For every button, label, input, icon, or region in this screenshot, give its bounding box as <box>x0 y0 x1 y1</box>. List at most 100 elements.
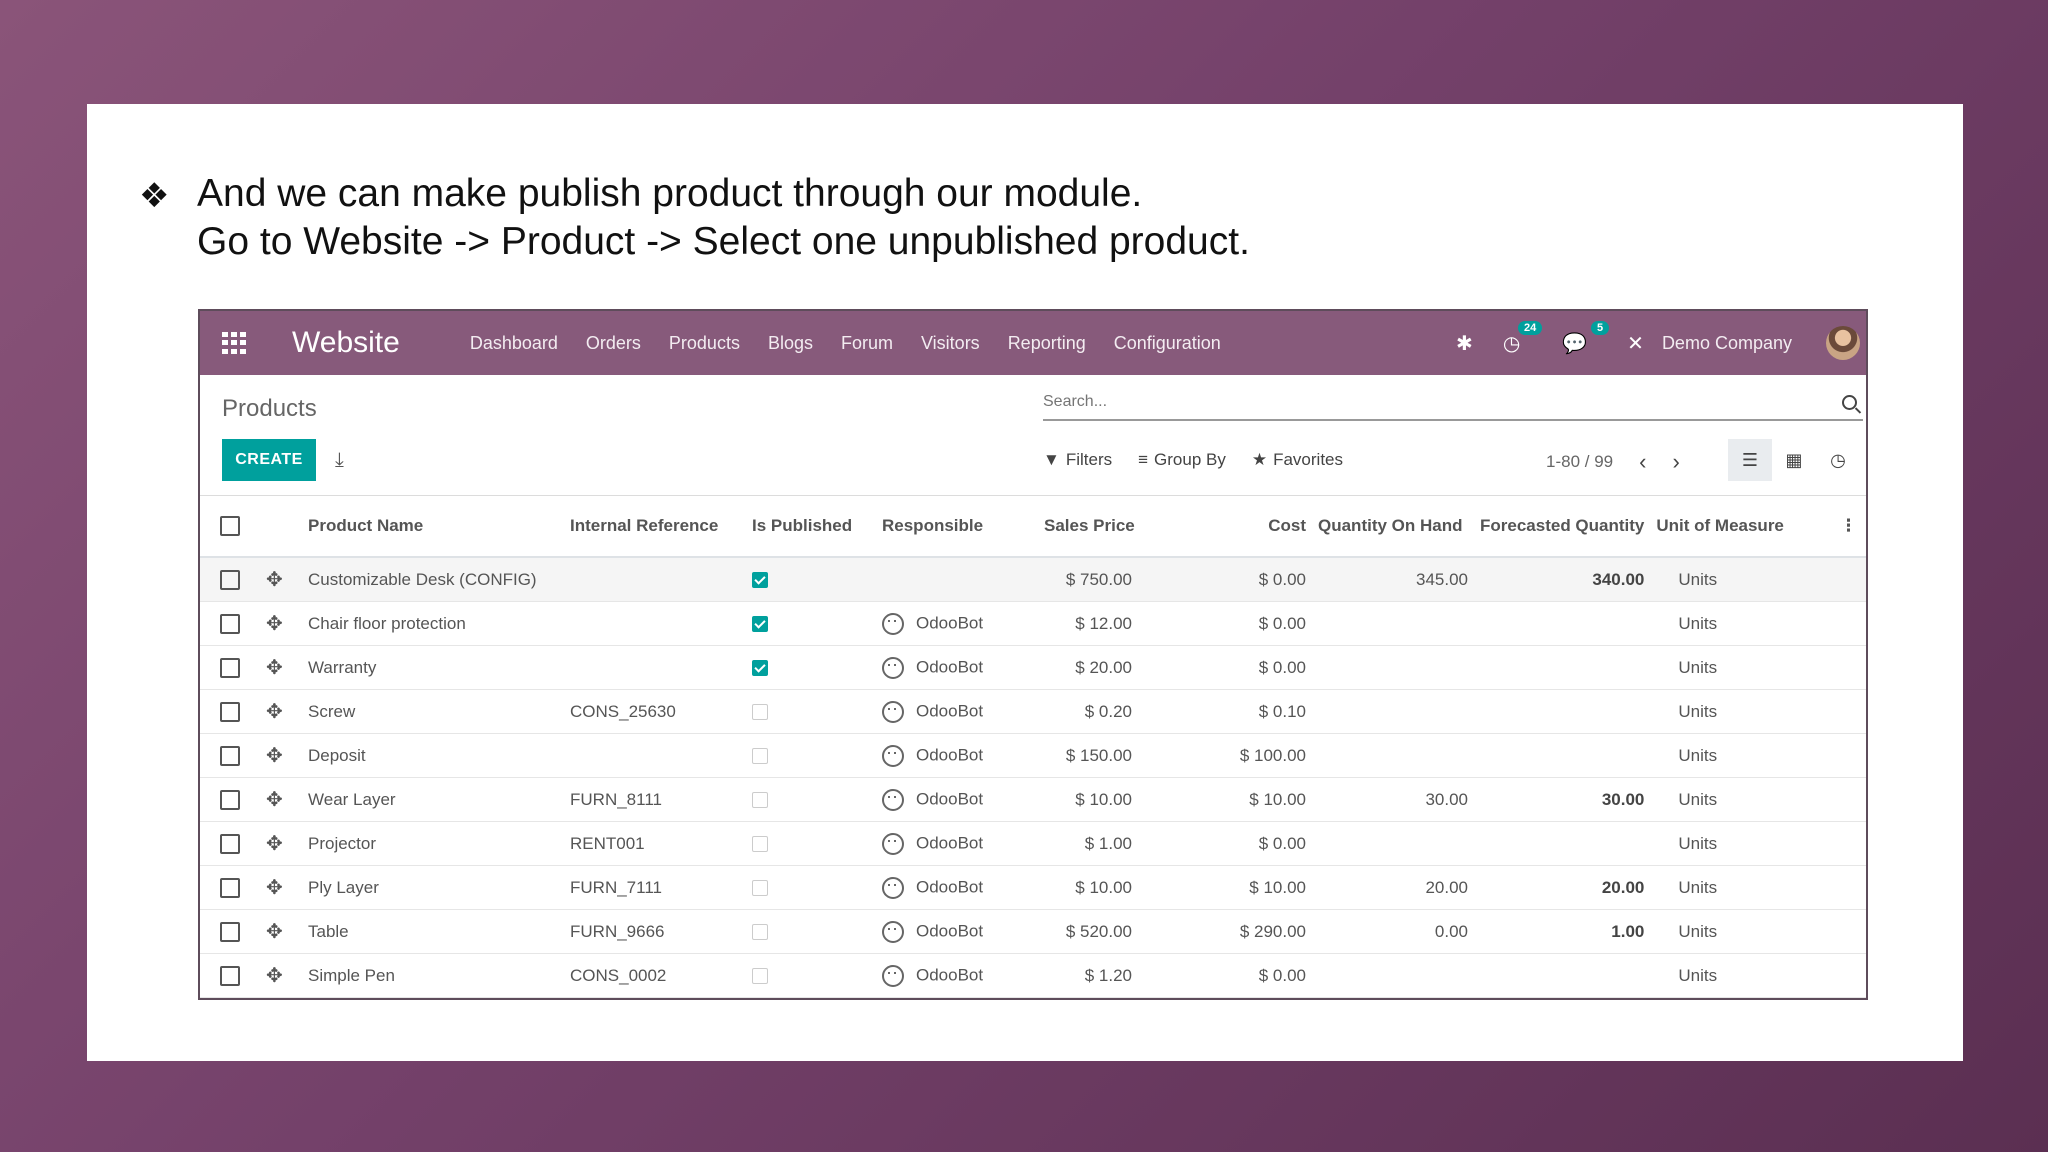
table-row[interactable]: ✥ Deposit OdooBot $ 150.00 $ 100.00 Units <box>200 733 1866 778</box>
drag-handle-icon[interactable]: ✥ <box>266 877 283 899</box>
header-cost[interactable]: Cost <box>1160 496 1312 558</box>
table-row[interactable]: ✥ Simple Pen CONS_0002 OdooBot $ 1.20 $ 0.00 U… <box>200 953 1866 998</box>
row-checkbox[interactable] <box>220 569 240 590</box>
cell-product-name[interactable]: Customizable Desk (CONFIG) <box>302 557 564 602</box>
odoobot-avatar-icon <box>882 744 904 767</box>
cell-is-published <box>746 645 876 690</box>
menu-visitors[interactable]: Visitors <box>921 332 980 353</box>
drag-handle-icon[interactable]: ✥ <box>266 745 283 767</box>
row-checkbox[interactable] <box>220 657 240 678</box>
published-checkbox[interactable] <box>752 616 768 633</box>
published-checkbox[interactable] <box>752 748 768 765</box>
published-checkbox[interactable] <box>752 880 768 897</box>
menu-orders[interactable]: Orders <box>585 332 641 353</box>
table-row[interactable]: ✥ Table FURN_9666 OdooBot $ 520.00 $ 290.00 0.… <box>200 909 1866 954</box>
cell-forecasted-quantity <box>1474 953 1651 998</box>
bug-icon[interactable]: ✱ <box>1456 332 1473 355</box>
row-handle-cell: ✥ <box>260 689 302 734</box>
table-row[interactable]: ✥ Customizable Desk (CONFIG) $ 750.00 $ 0.0… <box>200 557 1866 602</box>
row-checkbox[interactable] <box>220 745 240 766</box>
table-row[interactable]: ✥ Ply Layer FURN_7111 OdooBot $ 10.00 $ 10.00… <box>200 865 1866 910</box>
row-checkbox[interactable] <box>220 833 240 854</box>
cell-product-name[interactable]: Screw <box>302 689 564 734</box>
activity-clock-icon[interactable]: ◷ 24 <box>1503 320 1543 356</box>
list-view-icon[interactable]: ☰ <box>1728 439 1772 481</box>
row-checkbox[interactable] <box>220 701 240 722</box>
table-row[interactable]: ✥ Wear Layer FURN_8111 OdooBot $ 10.00 $ 10.0… <box>200 777 1866 822</box>
menu-dashboard[interactable]: Dashboard <box>469 332 558 353</box>
menu-forum[interactable]: Forum <box>840 332 893 353</box>
published-checkbox[interactable] <box>752 968 768 985</box>
header-internal-reference[interactable]: Internal Reference <box>564 496 746 558</box>
header-unit-of-measure[interactable]: Unit of Measure <box>1650 496 1834 558</box>
menu-products[interactable]: Products <box>668 332 740 353</box>
drag-handle-icon[interactable]: ✥ <box>266 833 283 855</box>
header-sales-price[interactable]: Sales Price <box>1038 496 1160 558</box>
menu-blogs[interactable]: Blogs <box>767 332 813 353</box>
cell-product-name[interactable]: Ply Layer <box>302 865 564 910</box>
apps-grid-icon[interactable] <box>222 332 248 354</box>
row-checkbox[interactable] <box>220 965 240 986</box>
cell-forecasted-quantity <box>1474 689 1651 734</box>
published-checkbox[interactable] <box>752 836 768 853</box>
select-all-checkbox[interactable] <box>220 516 240 537</box>
drag-handle-icon[interactable]: ✥ <box>266 921 283 943</box>
table-row[interactable]: ✥ Chair floor protection OdooBot $ 12.00 $ 0… <box>200 601 1866 646</box>
header-is-published[interactable]: Is Published <box>746 496 876 558</box>
create-button[interactable]: CREATE <box>222 439 316 481</box>
cell-product-name[interactable]: Projector <box>302 821 564 866</box>
published-checkbox[interactable] <box>752 704 768 721</box>
pager-value[interactable]: 1-80 / 99 <box>1546 452 1614 471</box>
cell-product-name[interactable]: Table <box>302 909 564 954</box>
drag-handle-icon[interactable]: ✥ <box>266 569 283 591</box>
cell-product-name[interactable]: Warranty <box>302 645 564 690</box>
published-checkbox[interactable] <box>752 660 768 677</box>
row-checkbox[interactable] <box>220 877 240 898</box>
chat-icon[interactable]: 💬 5 <box>1562 320 1610 356</box>
chevron-left-icon[interactable]: ‹ <box>1639 449 1647 474</box>
row-select-cell <box>200 953 260 998</box>
activity-view-icon[interactable]: ◷ <box>1830 449 1846 470</box>
menu-reporting[interactable]: Reporting <box>1007 332 1086 353</box>
tools-icon[interactable]: ✕ <box>1627 332 1644 355</box>
drag-handle-icon[interactable]: ✥ <box>266 965 283 987</box>
row-select-cell <box>200 821 260 866</box>
company-switcher[interactable]: Demo Company <box>1661 332 1792 353</box>
optional-columns-icon[interactable]: ⋮ <box>1834 496 1866 558</box>
table-row[interactable]: ✥ Screw CONS_25630 OdooBot $ 0.20 $ 0.10 Units <box>200 689 1866 734</box>
search-icon[interactable] <box>1842 395 1857 410</box>
favorites-button[interactable]: ★ Favorites <box>1252 450 1343 470</box>
header-product-name[interactable]: Product Name <box>302 496 564 558</box>
drag-handle-icon[interactable]: ✥ <box>266 613 283 635</box>
cell-product-name[interactable]: Deposit <box>302 733 564 778</box>
drag-handle-icon[interactable]: ✥ <box>266 789 283 811</box>
cell-product-name[interactable]: Wear Layer <box>302 777 564 822</box>
header-responsible[interactable]: Responsible <box>876 496 1038 558</box>
download-icon[interactable]: ⤓ <box>335 449 344 471</box>
table-row[interactable]: ✥ Warranty OdooBot $ 20.00 $ 0.00 Units <box>200 645 1866 690</box>
groupby-button[interactable]: ≡ Group By <box>1138 450 1226 470</box>
cell-product-name[interactable]: Chair floor protection <box>302 601 564 646</box>
filters-button[interactable]: ▼ Filters <box>1043 450 1112 470</box>
app-brand[interactable]: Website <box>292 326 400 359</box>
search-input[interactable] <box>1043 393 1803 411</box>
table-row[interactable]: ✥ Projector RENT001 OdooBot $ 1.00 $ 0.00 Unit… <box>200 821 1866 866</box>
odoobot-avatar-icon <box>882 832 904 855</box>
header-quantity-on-hand[interactable]: Quantity On Hand <box>1312 496 1474 558</box>
published-checkbox[interactable] <box>752 792 768 809</box>
kanban-view-icon[interactable]: ▦ <box>1785 449 1803 470</box>
published-checkbox[interactable] <box>752 572 768 589</box>
header-forecasted-quantity[interactable]: Forecasted Quantity <box>1474 496 1651 558</box>
published-checkbox[interactable] <box>752 924 768 941</box>
menu-configuration[interactable]: Configuration <box>1113 332 1221 353</box>
row-checkbox[interactable] <box>220 789 240 810</box>
cell-unit-of-measure: Units <box>1650 777 1834 822</box>
drag-handle-icon[interactable]: ✥ <box>266 701 283 723</box>
chevron-right-icon[interactable]: › <box>1672 449 1680 474</box>
row-checkbox[interactable] <box>220 613 240 634</box>
drag-handle-icon[interactable]: ✥ <box>266 657 283 679</box>
cell-product-name[interactable]: Simple Pen <box>302 953 564 998</box>
user-avatar[interactable] <box>1826 326 1860 360</box>
row-checkbox[interactable] <box>220 921 240 942</box>
products-table: Product Name Internal Reference Is Publi… <box>200 496 1866 998</box>
